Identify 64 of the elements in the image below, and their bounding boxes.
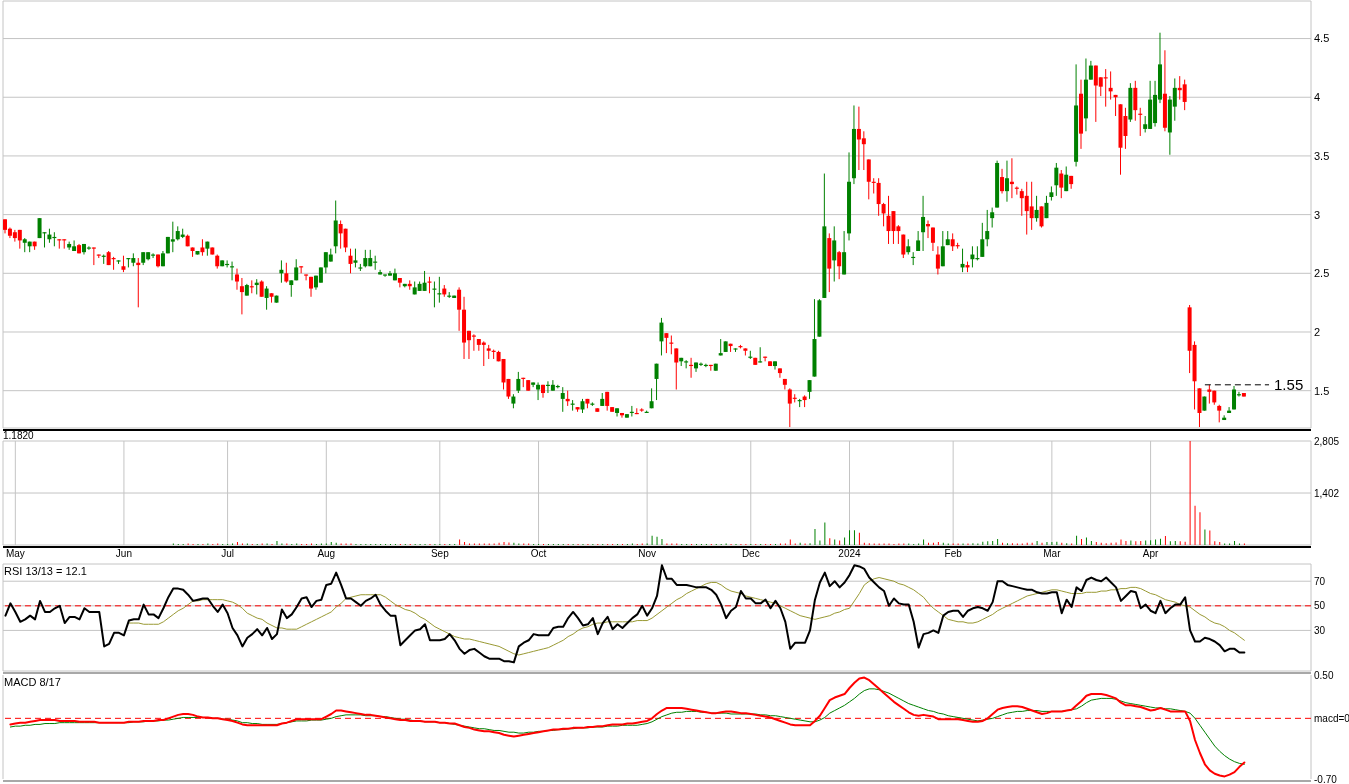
candlestick xyxy=(1039,205,1044,229)
candlestick xyxy=(304,273,309,281)
line-series xyxy=(128,577,1245,656)
candlestick xyxy=(674,347,679,390)
candlestick xyxy=(1133,80,1138,122)
candlestick xyxy=(985,209,990,247)
candlestick xyxy=(353,248,358,268)
y-tick-label: 2 xyxy=(1314,325,1321,338)
candlestick xyxy=(990,207,995,229)
candlestick xyxy=(886,195,891,245)
candlestick xyxy=(1088,60,1093,81)
candlestick xyxy=(1054,162,1059,197)
candlestick xyxy=(772,360,777,371)
candlestick xyxy=(684,359,689,369)
y-tick-label: 2.5 xyxy=(1314,267,1330,280)
y-tick-label: 1,402 xyxy=(1314,487,1340,499)
y-tick-label: 2,805 xyxy=(1314,435,1340,447)
candlestick xyxy=(861,130,866,171)
candlestick xyxy=(940,230,945,267)
candlestick xyxy=(891,210,896,245)
candlestick xyxy=(1182,79,1187,111)
y-tick-label: 70 xyxy=(1314,575,1326,587)
chart-title: RSI 13/13 = 12.1 xyxy=(4,565,87,577)
candlestick xyxy=(86,245,91,251)
y-tick-label: 3.5 xyxy=(1314,149,1330,162)
y-tick-label: -0.70 xyxy=(1314,773,1338,784)
candlestick xyxy=(239,277,244,315)
candlestick xyxy=(1064,165,1069,192)
y-tick-label: 4.5 xyxy=(1314,32,1330,45)
y-tick-label: 50 xyxy=(1314,600,1326,612)
candlestick xyxy=(1000,168,1005,194)
candlestick xyxy=(1034,195,1039,223)
candlestick xyxy=(842,230,847,275)
y-tick-label: macd=0 xyxy=(1314,712,1349,724)
candlestick xyxy=(777,367,782,379)
y-tick-label: 1.5 xyxy=(1314,384,1330,397)
candlestick xyxy=(876,177,881,217)
candlestick xyxy=(659,317,664,356)
candlestick xyxy=(664,332,669,354)
y-tick-label: 30 xyxy=(1314,624,1326,636)
y-tick-label: 3 xyxy=(1314,208,1321,221)
candlestick xyxy=(935,245,940,275)
candlestick xyxy=(422,270,427,292)
candlestick xyxy=(832,225,837,283)
candlestick xyxy=(170,221,175,253)
candlestick xyxy=(1059,169,1064,199)
candlestick xyxy=(1029,181,1034,231)
candlestick xyxy=(837,250,842,280)
candlestick xyxy=(980,222,985,258)
candlestick xyxy=(921,195,926,252)
candlestick xyxy=(234,268,239,291)
candlestick xyxy=(866,158,871,200)
y-tick-label: 4 xyxy=(1314,91,1321,104)
candlestick xyxy=(348,248,353,274)
candlestick xyxy=(457,286,462,332)
candlestick xyxy=(284,262,289,284)
line-series xyxy=(4,564,1246,664)
chart-title: MACD 8/17 xyxy=(4,676,61,688)
candlestick xyxy=(881,202,886,227)
candlestick xyxy=(1004,160,1009,203)
candlestick xyxy=(1123,107,1128,150)
candlestick xyxy=(758,346,763,364)
y-tick-label: 0.50 xyxy=(1314,669,1334,681)
candlestick xyxy=(264,285,269,311)
